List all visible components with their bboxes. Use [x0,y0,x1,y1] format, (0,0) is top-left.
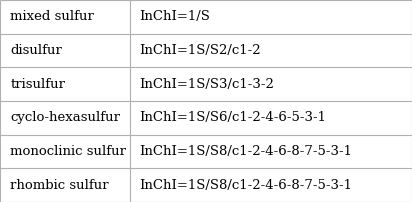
Text: InChI=1S/S8/c1-2-4-6-8-7-5-3-1: InChI=1S/S8/c1-2-4-6-8-7-5-3-1 [139,179,352,192]
Text: mixed sulfur: mixed sulfur [10,10,94,23]
Text: InChI=1S/S8/c1-2-4-6-8-7-5-3-1: InChI=1S/S8/c1-2-4-6-8-7-5-3-1 [139,145,352,158]
Text: InChI=1/S: InChI=1/S [139,10,210,23]
Text: InChI=1S/S2/c1-2: InChI=1S/S2/c1-2 [139,44,260,57]
Text: trisulfur: trisulfur [10,78,65,91]
Text: InChI=1S/S6/c1-2-4-6-5-3-1: InChI=1S/S6/c1-2-4-6-5-3-1 [139,111,326,124]
Text: InChI=1S/S3/c1-3-2: InChI=1S/S3/c1-3-2 [139,78,274,91]
Text: disulfur: disulfur [10,44,62,57]
Text: rhombic sulfur: rhombic sulfur [10,179,109,192]
Text: cyclo-hexasulfur: cyclo-hexasulfur [10,111,120,124]
Text: monoclinic sulfur: monoclinic sulfur [10,145,126,158]
